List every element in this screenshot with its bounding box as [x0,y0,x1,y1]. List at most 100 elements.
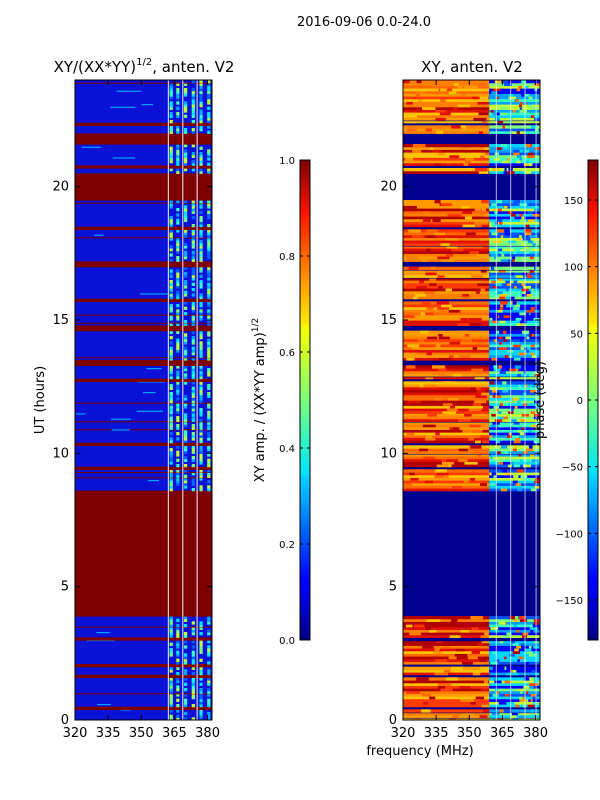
panel1-flag-row [75,517,212,521]
panel2-cell [528,312,531,316]
panel2-blank-line [403,453,540,455]
panel2-cell [403,426,490,430]
panel2-cell [403,248,490,252]
panel1-cell [176,386,180,390]
panel1-cell [183,373,188,377]
panel1-cell [169,680,173,684]
panel2-cell [533,245,540,249]
panel1-cell [191,232,195,236]
panel2-cell [493,474,497,478]
panel2-cell [491,232,498,236]
panel2-cell [480,634,492,638]
panel1-cell [176,309,180,313]
panel1-cell [207,202,211,206]
panel2-cell [435,658,448,662]
panel1-flag-row [75,600,212,604]
panel2-cell [466,216,471,220]
panel2-cell [519,320,527,324]
y-tick-label: 10 [52,446,69,461]
panel1-speck [139,293,168,295]
panel1-flag-line [75,626,212,628]
panel1-speck [111,429,130,431]
panel1-cell [191,408,195,412]
panel1-cell [191,386,195,390]
panel1-cell [183,205,188,209]
panel2-cell [480,288,486,292]
panel1-cell [183,280,188,284]
panel1-cell [199,669,203,673]
panel2-cell [403,376,490,380]
panel2-cell [461,338,472,342]
panel2-cell [521,282,525,286]
panel1-cell [183,250,188,254]
panel1-cell [199,410,203,414]
colorbar1-ticks: 0.00.20.40.60.81.0 [279,156,310,647]
panel1-flag-row [75,562,212,566]
panel2-cell [464,413,472,417]
panel1-cell [183,376,188,380]
panel1-cell [169,330,173,334]
panel1-cell [169,88,173,92]
panel1-cell [199,253,203,257]
panel2-cell [496,690,500,694]
panel1-cell [169,216,173,220]
panel2-cell [494,80,502,84]
panel1-cell [199,256,203,260]
panel1-cell [183,616,188,620]
panel2-cell [403,205,417,209]
panel1-cell [176,101,180,105]
panel1-cell [183,624,188,628]
panel2-cell [519,234,522,238]
panel2-cell [425,269,438,273]
panel2-cell [403,104,490,108]
panel1-cell [176,237,180,241]
panel2-cell [528,333,535,337]
panel2-cell [534,146,540,150]
panel2-cell [497,290,503,294]
panel1-cell [176,130,180,134]
panel2-cell [489,88,540,92]
panel1-cell [176,349,180,353]
panel1-flag-line [75,472,212,473]
panel2-cell [489,426,540,430]
panel2-cell [515,274,524,278]
panel2-cell [527,333,530,337]
panel1-cell [183,336,188,340]
panel2-cell [489,160,540,164]
panel2-cell [460,629,470,633]
panel2-cell [446,245,458,249]
panel2-cell [464,85,478,89]
panel2-cell [407,344,420,348]
panel1-cell [183,424,188,428]
panel1-cell [199,688,203,692]
panel2-cell [403,157,490,161]
panel1-cell [169,90,173,94]
panel2-cell [437,256,450,260]
panel2-cell [522,274,525,278]
panel1-cell [207,282,211,286]
panel1-cell [191,645,195,649]
panel1-cell [207,661,211,665]
panel1-speck [141,104,153,106]
colorbar-tick-label: 50 [570,329,583,340]
panel2-cell [517,658,521,662]
panel1-cell [207,682,211,686]
panel1-cell [199,224,203,228]
panel2-cell [458,330,471,334]
panel2-cell [512,109,516,113]
panel2-cell [520,418,526,422]
panel1-flag-row [75,576,212,580]
panel1-flag-row [75,613,212,617]
panel1-cell [207,154,211,158]
panel2-cell [500,90,507,94]
panel2-cell [523,285,531,289]
panel2-cell [403,317,490,321]
panel1-cell [169,421,173,425]
panel2-cell [491,712,500,716]
panel2-cell [499,709,504,713]
panel2-cell [512,448,517,452]
panel2-cell [523,290,531,294]
panel2-cell [512,306,520,310]
panel2-cell [403,432,490,436]
panel1-flag-row [75,560,212,564]
